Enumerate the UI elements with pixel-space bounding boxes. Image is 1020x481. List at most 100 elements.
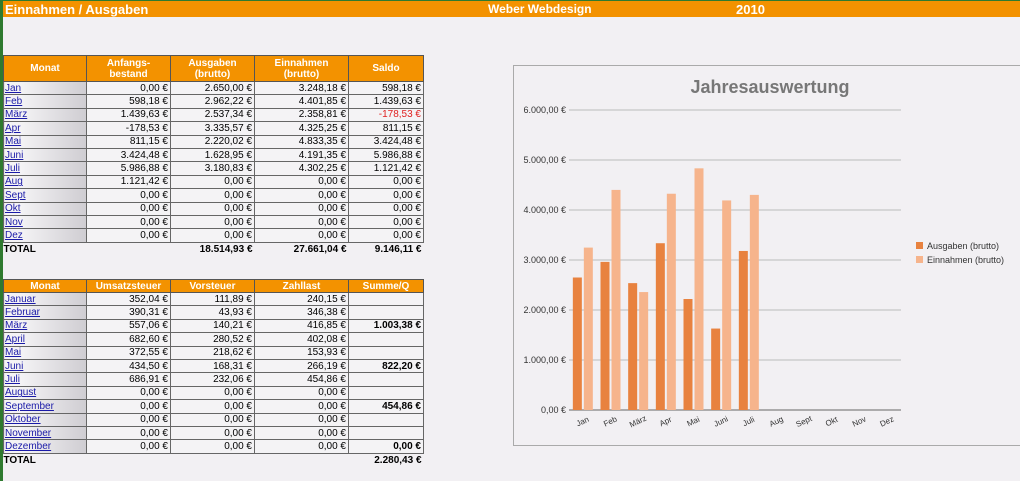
month-link[interactable]: Nov (5, 216, 23, 228)
month-link[interactable]: März (5, 109, 28, 121)
month-link[interactable]: Mai (5, 136, 22, 148)
chart-title: Jahresauswertung (690, 77, 849, 97)
month-link[interactable]: Mai (5, 347, 22, 359)
month-link[interactable]: Juni (5, 149, 24, 161)
month-link[interactable]: Januar (5, 293, 36, 305)
month-link[interactable]: Apr (5, 122, 21, 134)
value-cell: 0,00 € (86, 214, 171, 230)
table-row: Juni 434,50 €168,31 €266,19 €822,20 € (3, 358, 424, 374)
value-cell: -178,53 € (86, 121, 171, 136)
value-cell: 5.986,88 € (86, 161, 171, 176)
value-cell: 0,00 € (86, 385, 171, 401)
bar-einnahmen (694, 168, 704, 410)
bar-einnahmen (611, 189, 621, 410)
value-cell: 0,00 € (254, 439, 349, 454)
month-link[interactable]: Sept (5, 189, 26, 201)
value-cell: 682,60 € (86, 332, 171, 347)
y-tick-label: 5.000,00 € (523, 155, 566, 165)
month-cell: Juni (3, 358, 87, 374)
bar-ausgaben (655, 243, 665, 410)
value-cell: 0,00 € (254, 188, 349, 203)
table-row: Juli 686,91 €232,06 €454,86 € (3, 372, 424, 387)
table-row: Oktober 0,00 €0,00 €0,00 € (3, 412, 424, 427)
column-header: Monat (3, 55, 87, 82)
value-cell: 0,00 € (348, 174, 424, 190)
value-cell: 0,00 € (170, 188, 255, 203)
value-cell: 0,00 € (254, 385, 349, 401)
income-expense-table: Monat Anfangs- bestand Ausgaben (brutto) Ei… (3, 55, 424, 256)
month-cell: Nov (3, 214, 87, 230)
column-header: Umsatzsteuer (86, 279, 171, 293)
value-cell: 1.003,38 € (348, 318, 424, 334)
value-cell: 346,38 € (254, 305, 349, 320)
bar-einnahmen (583, 247, 593, 410)
value-cell: 0,00 € (254, 425, 349, 441)
month-link[interactable]: Jan (5, 82, 22, 94)
value-cell: 1.121,42 € (86, 174, 171, 190)
value-cell: 5.986,88 € (348, 147, 424, 163)
value-cell: 232,06 € (170, 372, 255, 387)
y-tick-label: 6.000,00 € (523, 105, 566, 115)
month-link[interactable]: März (5, 320, 28, 332)
value-cell: 598,18 € (86, 94, 171, 109)
y-tick-label: 4.000,00 € (523, 205, 566, 215)
total-value (87, 242, 171, 255)
value-cell: 2.537,34 € (170, 107, 255, 123)
month-link[interactable]: Februar (5, 307, 41, 319)
x-tick-label: Aug (768, 414, 785, 428)
month-link[interactable]: August (5, 387, 37, 399)
value-cell: 0,00 € (348, 214, 424, 230)
value-cell: 0,00 € (254, 174, 349, 190)
month-cell: Dezember (3, 439, 87, 454)
value-cell: 168,31 € (170, 358, 255, 374)
value-cell: 434,50 € (86, 358, 171, 374)
month-link[interactable]: April (5, 333, 26, 345)
bar-ausgaben (600, 261, 610, 410)
value-cell: 4.401,85 € (254, 94, 349, 109)
legend-label: Einnahmen (brutto) (927, 255, 1004, 265)
column-header: Anfangs- bestand (86, 55, 171, 82)
month-link[interactable]: November (5, 427, 52, 439)
value-cell: 3.180,83 € (170, 161, 255, 176)
month-link[interactable]: Dez (5, 229, 23, 241)
column-header: Summe/Q (348, 279, 424, 293)
value-cell: 4.302,25 € (254, 161, 349, 176)
x-tick-label: Apr (658, 415, 673, 429)
month-link[interactable]: Dezember (5, 440, 52, 452)
value-cell: 0,00 € (86, 80, 171, 96)
table-row: Juni 3.424,48 €1.628,95 €4.191,35 €5.986,… (3, 147, 424, 163)
value-cell: 0,00 € (254, 412, 349, 427)
total-label: TOTAL (3, 241, 87, 256)
value-cell: 1.439,63 € (86, 107, 171, 123)
value-cell: 240,15 € (254, 291, 349, 307)
month-link[interactable]: Juli (5, 163, 21, 175)
month-cell: Juni (3, 147, 87, 163)
month-link[interactable]: Aug (5, 176, 23, 188)
month-cell: März (3, 318, 87, 334)
month-cell: Dez (3, 228, 87, 243)
month-cell: Sept (3, 188, 87, 203)
value-cell: 0,00 € (170, 439, 255, 454)
month-link[interactable]: Feb (5, 96, 23, 108)
month-link[interactable]: Juli (5, 374, 21, 386)
value-cell: 0,00 € (86, 201, 171, 216)
table-row: Okt 0,00 €0,00 €0,00 €0,00 € (3, 201, 424, 216)
value-cell: 2.650,00 € (170, 80, 255, 96)
value-cell: 0,00 € (348, 228, 424, 243)
value-cell: 686,91 € (86, 372, 171, 387)
month-link[interactable]: Okt (5, 203, 21, 215)
table-row: Jan 0,00 €2.650,00 €3.248,18 €598,18 € (3, 80, 424, 96)
total-value (87, 453, 171, 466)
value-cell: 0,00 € (170, 399, 255, 414)
value-cell: 0,00 € (86, 412, 171, 427)
month-link[interactable]: Oktober (5, 414, 41, 426)
value-cell: 0,00 € (86, 399, 171, 414)
month-link[interactable]: September (5, 400, 54, 412)
bar-ausgaben (711, 328, 721, 410)
value-cell: 0,00 € (86, 439, 171, 454)
value-cell: 598,18 € (348, 80, 424, 96)
month-link[interactable]: Juni (5, 360, 24, 372)
x-tick-label: Juni (712, 414, 729, 428)
month-cell: Januar (3, 291, 87, 307)
bar-chart: Jahresauswertung 0,00 € 1.000,00 € 2.000,00… (523, 77, 1004, 429)
